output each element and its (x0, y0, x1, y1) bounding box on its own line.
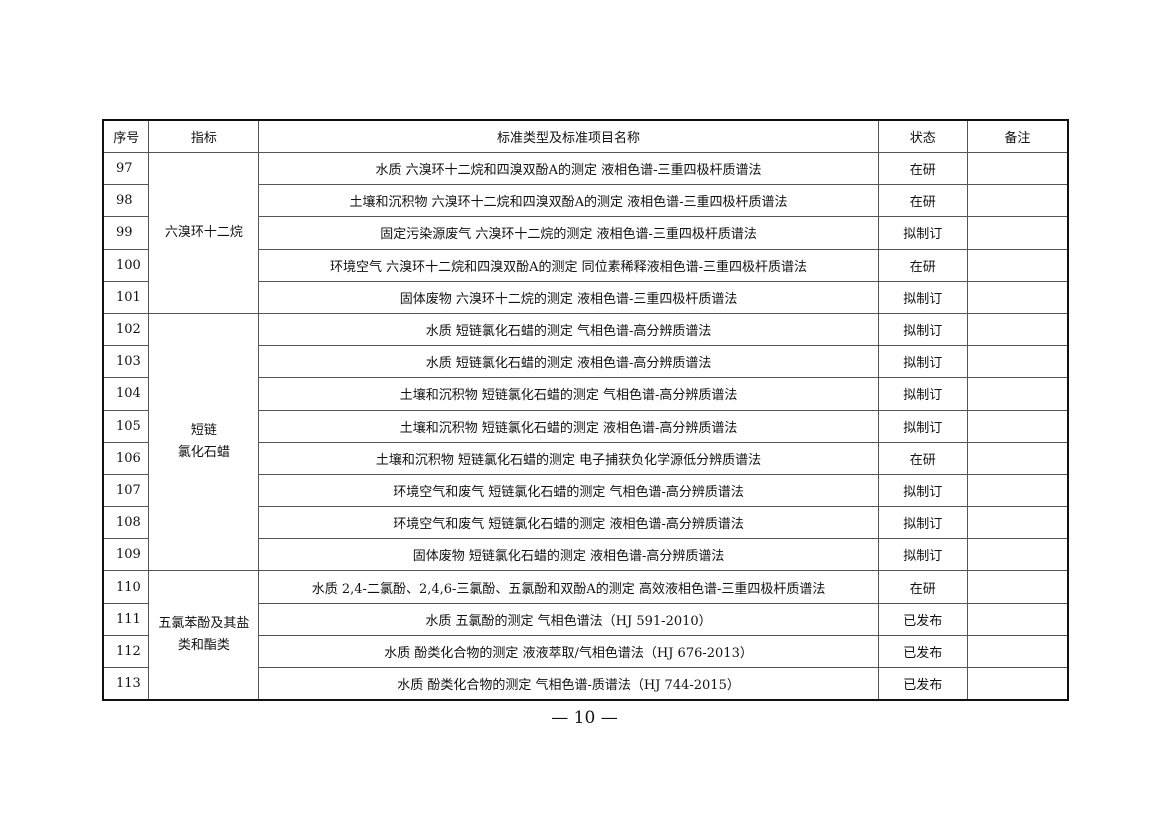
status: 在研 (877, 184, 968, 218)
header-indicator: 指标 (148, 119, 260, 153)
page-number: — 10 — (551, 708, 618, 728)
table-row: 103 水质 短链氯化石蜡的测定 液相色谱-高分辨质谱法 拟制订 (102, 345, 1069, 379)
standard-name: 水质 六溴环十二烷和四溴双酚A的测定 液相色谱-三重四极杆质谱法 (258, 151, 879, 186)
standard-name: 水质 酚类化合物的测定 气相色谱-质谱法（HJ 744-2015） (258, 667, 879, 701)
note (966, 602, 1069, 636)
table-body: 97 六溴环十二烷 水质 六溴环十二烷和四溴双酚A的测定 液相色谱-三重四极杆质谱法… (102, 151, 1069, 701)
table-row: 109 固体废物 短链氯化石蜡的测定 液相色谱-高分辨质谱法 拟制订 (102, 538, 1069, 572)
table-row: 112 水质 酚类化合物的测定 液液萃取/气相色谱法（HJ 676-2013） 已发… (102, 634, 1069, 669)
standard-name: 土壤和沉积物 短链氯化石蜡的测定 气相色谱-高分辨质谱法 (258, 377, 879, 411)
row-number: 100 (102, 248, 150, 282)
note (966, 377, 1069, 411)
note (966, 634, 1069, 669)
table-row: 113 水质 酚类化合物的测定 气相色谱-质谱法（HJ 744-2015） 已发布 (102, 667, 1069, 701)
indicator-cell: 短链 氯化石蜡 (148, 312, 260, 572)
table-row: 98 土壤和沉积物 六溴环十二烷和四溴双酚A的测定 液相色谱-三重四极杆质谱法 在研 (102, 184, 1069, 218)
status: 已发布 (877, 602, 968, 636)
row-number: 105 (102, 409, 150, 443)
note (966, 151, 1069, 186)
status: 拟制订 (877, 538, 968, 572)
row-number: 98 (102, 184, 150, 218)
standards-table: 序号 指标 标准类型及标准项目名称 状态 备注 97 六溴环十二烷 水质 六溴环十二… (102, 119, 1069, 702)
row-number: 104 (102, 377, 150, 411)
status: 已发布 (877, 667, 968, 701)
status: 拟制订 (877, 506, 968, 540)
note (966, 345, 1069, 379)
status: 已发布 (877, 634, 968, 669)
row-number: 102 (102, 312, 150, 347)
indicator-line: 氯化石蜡 (177, 445, 230, 461)
note (966, 570, 1069, 604)
status: 在研 (877, 151, 968, 186)
status: 拟制订 (877, 216, 968, 250)
header-no: 序号 (102, 119, 150, 153)
table-row: 97 六溴环十二烷 水质 六溴环十二烷和四溴双酚A的测定 液相色谱-三重四极杆质谱法… (102, 151, 1069, 314)
status: 拟制订 (877, 409, 968, 443)
standard-name: 固体废物 六溴环十二烷的测定 液相色谱-三重四极杆质谱法 (258, 280, 879, 314)
indicator-line: 类和酯类 (177, 638, 230, 654)
indicator-line: 六溴环十二烷 (164, 224, 243, 240)
standard-name: 水质 短链氯化石蜡的测定 液相色谱-高分辨质谱法 (258, 345, 879, 379)
row-number: 109 (102, 538, 150, 572)
standard-name: 土壤和沉积物 短链氯化石蜡的测定 电子捕获负化学源低分辨质谱法 (258, 441, 879, 475)
status: 在研 (877, 570, 968, 604)
table-row: 108 环境空气和废气 短链氯化石蜡的测定 液相色谱-高分辨质谱法 拟制订 (102, 506, 1069, 540)
note (966, 409, 1069, 443)
header-note: 备注 (966, 119, 1069, 153)
status: 在研 (877, 248, 968, 282)
row-number: 111 (102, 602, 150, 636)
standard-name: 水质 短链氯化石蜡的测定 气相色谱-高分辨质谱法 (258, 312, 879, 347)
note (966, 441, 1069, 475)
status: 拟制订 (877, 473, 968, 508)
note (966, 184, 1069, 218)
row-number: 106 (102, 441, 150, 475)
row-number: 101 (102, 280, 150, 314)
row-number: 108 (102, 506, 150, 540)
standard-name: 固定污染源废气 六溴环十二烷的测定 液相色谱-三重四极杆质谱法 (258, 216, 879, 250)
row-number: 97 (102, 151, 150, 186)
table-row: 111 水质 五氯酚的测定 气相色谱法（HJ 591-2010） 已发布 (102, 602, 1069, 636)
status: 拟制订 (877, 345, 968, 379)
standard-name: 水质 2,4-二氯酚、2,4,6-三氯酚、五氯酚和双酚A的测定 高效液相色谱-三… (258, 570, 879, 604)
indicator-cell: 六溴环十二烷 (148, 152, 260, 314)
status: 在研 (877, 441, 968, 475)
table-row: 102 短链 氯化石蜡 水质 短链氯化石蜡的测定 气相色谱-高分辨质谱法 拟制订 (102, 312, 1069, 572)
indicator-line: 短链 (190, 423, 217, 439)
indicator-line: 五氯苯酚及其盐 (158, 616, 250, 632)
row-number: 110 (102, 570, 150, 604)
status: 拟制订 (877, 280, 968, 314)
note (966, 667, 1069, 701)
note (966, 216, 1069, 250)
note (966, 473, 1069, 508)
table-row: 100 环境空气 六溴环十二烷和四溴双酚A的测定 同位素稀释液相色谱-三重四极杆质… (102, 248, 1069, 282)
row-number: 107 (102, 473, 150, 508)
standard-name: 固体废物 短链氯化石蜡的测定 液相色谱-高分辨质谱法 (258, 538, 879, 572)
row-number: 113 (102, 667, 150, 701)
note (966, 312, 1069, 347)
status: 拟制订 (877, 377, 968, 411)
indicator-cell: 五氯苯酚及其盐 类和酯类 (148, 570, 260, 701)
standard-name: 环境空气 六溴环十二烷和四溴双酚A的测定 同位素稀释液相色谱-三重四极杆质谱法 (258, 248, 879, 282)
standard-name: 土壤和沉积物 短链氯化石蜡的测定 液相色谱-高分辨质谱法 (258, 409, 879, 443)
header-status: 状态 (877, 119, 968, 153)
row-number: 112 (102, 634, 150, 669)
table-header-row: 序号 指标 标准类型及标准项目名称 状态 备注 (102, 119, 1069, 153)
table-row: 110 五氯苯酚及其盐 类和酯类 水质 2,4-二氯酚、2,4,6-三氯酚、五氯酚和双… (102, 570, 1069, 701)
row-number: 99 (102, 216, 150, 250)
status: 拟制订 (877, 312, 968, 347)
table-row: 99 固定污染源废气 六溴环十二烷的测定 液相色谱-三重四极杆质谱法 拟制订 (102, 216, 1069, 250)
standard-name: 土壤和沉积物 六溴环十二烷和四溴双酚A的测定 液相色谱-三重四极杆质谱法 (258, 184, 879, 218)
standard-name: 水质 酚类化合物的测定 液液萃取/气相色谱法（HJ 676-2013） (258, 634, 879, 669)
standard-name: 环境空气和废气 短链氯化石蜡的测定 液相色谱-高分辨质谱法 (258, 506, 879, 540)
note (966, 506, 1069, 540)
note (966, 280, 1069, 314)
standard-name: 环境空气和废气 短链氯化石蜡的测定 气相色谱-高分辨质谱法 (258, 473, 879, 508)
standard-name: 水质 五氯酚的测定 气相色谱法（HJ 591-2010） (258, 602, 879, 636)
table-row: 101 固体废物 六溴环十二烷的测定 液相色谱-三重四极杆质谱法 拟制订 (102, 280, 1069, 314)
row-number: 103 (102, 345, 150, 379)
note (966, 538, 1069, 572)
table-row: 104 土壤和沉积物 短链氯化石蜡的测定 气相色谱-高分辨质谱法 拟制订 (102, 377, 1069, 411)
note (966, 248, 1069, 282)
header-standard-name: 标准类型及标准项目名称 (258, 119, 879, 153)
